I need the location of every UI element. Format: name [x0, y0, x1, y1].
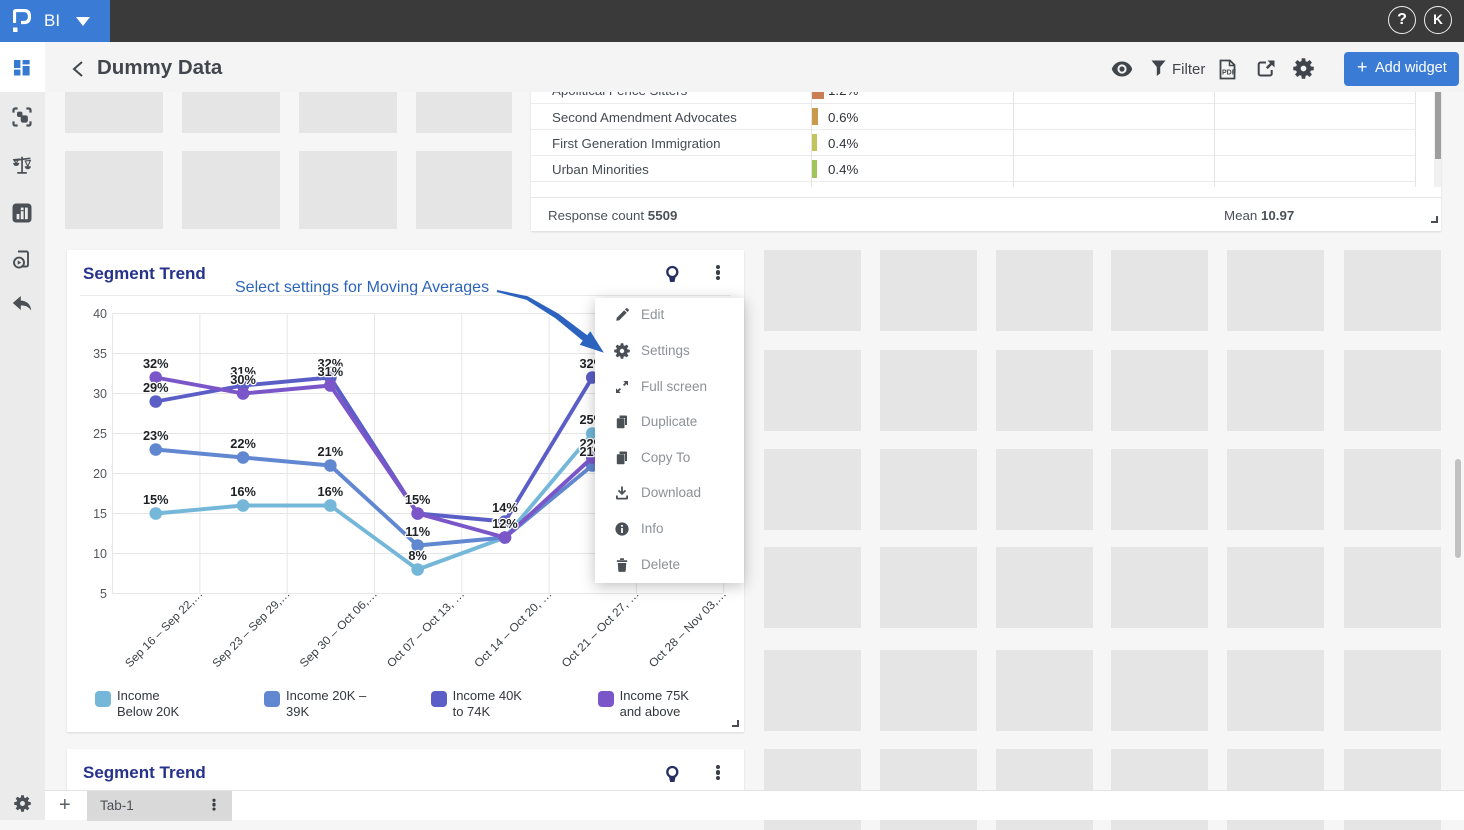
svg-text:12%: 12%	[492, 516, 518, 531]
svg-text:11%: 11%	[405, 524, 431, 539]
svg-text:23%: 23%	[143, 428, 169, 443]
svg-text:Oct 07 – Oct 13, …: Oct 07 – Oct 13, …	[385, 588, 467, 670]
svg-text:PDF: PDF	[1222, 70, 1236, 77]
svg-text:32%: 32%	[143, 356, 169, 371]
svg-text:15: 15	[93, 507, 107, 521]
svg-text:5: 5	[100, 587, 107, 601]
svg-text:31%: 31%	[318, 364, 344, 379]
svg-text:14%: 14%	[492, 500, 518, 515]
svg-text:15%: 15%	[143, 492, 169, 507]
svg-text:16%: 16%	[318, 484, 344, 499]
svg-text:25: 25	[93, 427, 107, 441]
svg-text:Oct 14 – Oct 20, …: Oct 14 – Oct 20, …	[473, 588, 555, 670]
svg-text:30: 30	[93, 387, 107, 401]
svg-text:Oct 28 – Nov 03,…: Oct 28 – Nov 03,…	[647, 588, 729, 670]
svg-text:29%: 29%	[143, 380, 169, 395]
svg-text:32%: 32%	[318, 356, 344, 371]
svg-text:40: 40	[93, 307, 107, 321]
svg-text:Oct 21 – Oct 27, …: Oct 21 – Oct 27, …	[560, 588, 642, 670]
svg-text:16%: 16%	[230, 484, 256, 499]
svg-text:30%: 30%	[230, 372, 256, 387]
svg-text:15%: 15%	[405, 492, 431, 507]
svg-text:8%: 8%	[408, 548, 427, 563]
svg-text:10: 10	[93, 547, 107, 561]
svg-text:22%: 22%	[230, 436, 256, 451]
svg-text:35: 35	[93, 347, 107, 361]
svg-text:20: 20	[93, 467, 107, 481]
svg-text:31%: 31%	[230, 364, 256, 379]
svg-text:Sep 30 – Oct 06,…: Sep 30 – Oct 06,…	[298, 588, 380, 670]
svg-text:21%: 21%	[318, 444, 344, 459]
svg-text:Sep 23 – Sep 29,…: Sep 23 – Sep 29,…	[211, 588, 293, 670]
svg-text:Sep 16 – Sep 22,…: Sep 16 – Sep 22,…	[123, 588, 205, 670]
